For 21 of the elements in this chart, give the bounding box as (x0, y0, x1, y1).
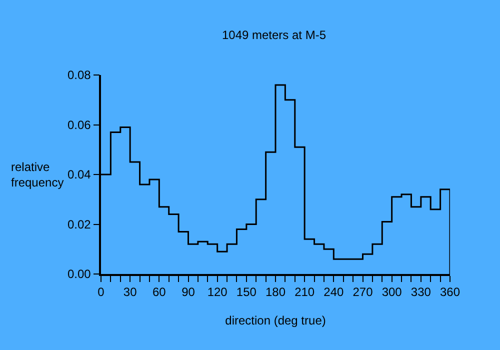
x-tick-label: 240 (324, 285, 344, 300)
x-tick-label: 60 (152, 285, 166, 300)
x-tick-label: 120 (207, 285, 228, 300)
y-tick-label: 0.06 (67, 118, 92, 132)
y-tick-label: 0.08 (67, 68, 92, 82)
y-tick-label: 0.02 (67, 217, 92, 232)
x-axis-title: direction (deg true) (225, 314, 326, 328)
x-tick-label: 210 (294, 285, 315, 300)
chart-title: 1049 meters at M-5 (222, 28, 326, 42)
x-tick-label: 300 (382, 285, 402, 300)
y-tick-label: 0.00 (67, 267, 92, 282)
x-tick-label: 270 (352, 285, 374, 300)
x-tick-label: 0 (98, 285, 105, 300)
y-axis-title: relative frequency (11, 160, 64, 190)
x-tick-label: 30 (123, 285, 138, 300)
x-tick-label: 90 (182, 285, 196, 300)
x-tick-label: 360 (440, 285, 460, 300)
x-tick-label: 330 (410, 285, 432, 300)
x-tick-label: 180 (265, 285, 286, 300)
y-tick-label: 0.04 (67, 168, 92, 182)
x-tick-label: 150 (236, 285, 257, 300)
